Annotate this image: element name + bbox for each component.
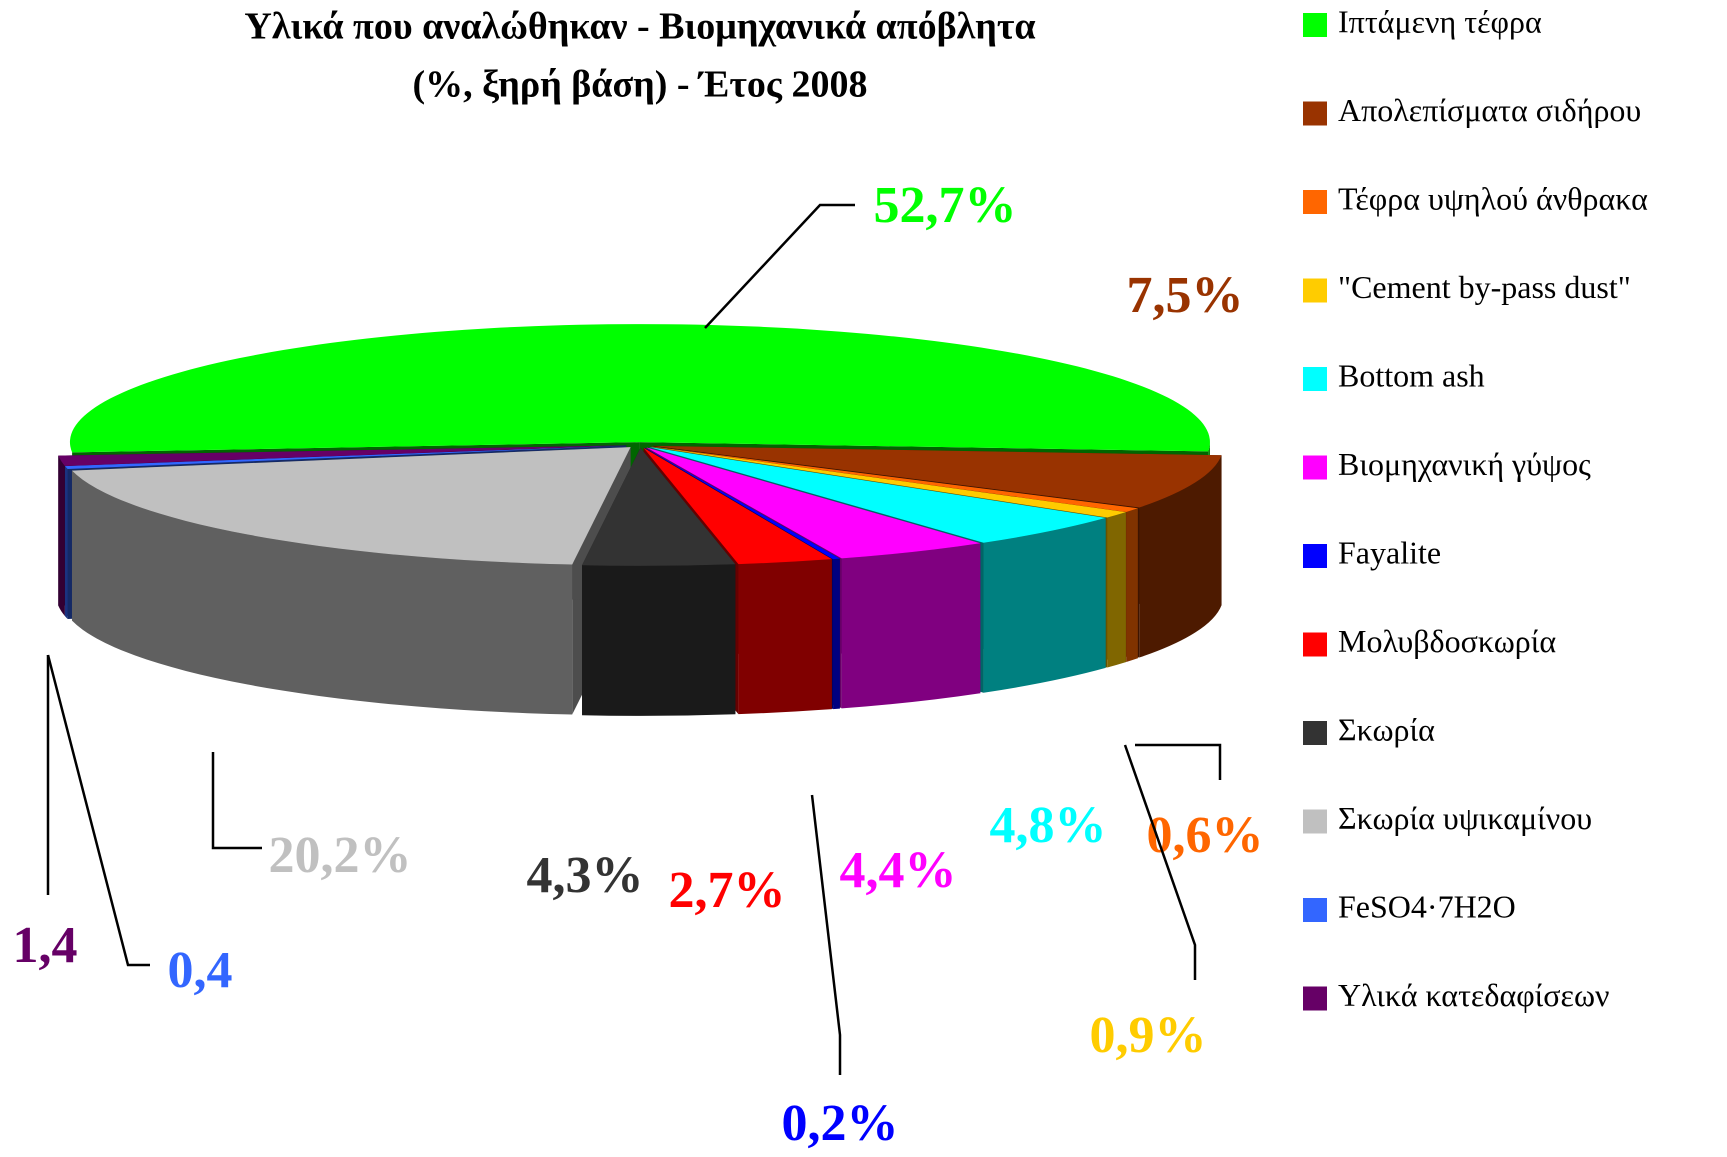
leader-line xyxy=(46,654,150,967)
legend-label: Ιπτάμενη τέφρα xyxy=(1338,3,1542,39)
legend-label: FeSO4·7H2O xyxy=(1338,888,1516,924)
legend-swatch xyxy=(1303,632,1327,657)
data-label: 52,7% xyxy=(874,177,1017,234)
slice-side xyxy=(738,559,832,715)
legend-label: Υλικά κατεδαφίσεων xyxy=(1338,977,1610,1013)
legend-swatch xyxy=(1303,101,1327,126)
data-labels: 52,7% 7,5% 0,6% 0,9% 4,8% 4,4% 0,2% 2,7% 4,3% 20,… xyxy=(13,177,1264,1152)
legend-swatch xyxy=(1303,455,1327,480)
slice-side xyxy=(71,470,573,715)
legend-label: Μολυβδοσκωρία xyxy=(1338,623,1556,659)
legend-label: Fayalite xyxy=(1338,534,1441,570)
slice-side xyxy=(64,466,68,620)
pie-tops xyxy=(58,324,1222,566)
data-label: 4,8% xyxy=(990,797,1107,854)
data-label: 1,4 xyxy=(13,917,78,974)
slice xyxy=(644,447,840,560)
chart-title: Υλικά που αναλώθηκαν - Βιομηχανικά απόβλ… xyxy=(244,6,1035,48)
chart-title: (%, ξηρή βάση) - Έτος 2008 xyxy=(413,64,868,106)
leader-line xyxy=(810,794,842,1075)
data-label: 0,2% xyxy=(782,1095,899,1152)
legend-swatch xyxy=(1303,898,1327,922)
legend-label: Απολεπίσματα σιδήρου xyxy=(1338,92,1641,128)
leader-line xyxy=(1135,743,1222,780)
legend-swatch xyxy=(1303,367,1327,391)
slice-side xyxy=(1107,512,1126,668)
slice-side xyxy=(841,543,981,709)
legend-label: Σκωρία xyxy=(1338,711,1435,747)
legend-label: Bottom ash xyxy=(1338,357,1485,393)
legend-swatch xyxy=(1303,544,1327,568)
slice-side xyxy=(833,558,840,710)
slice xyxy=(653,445,1222,508)
slice xyxy=(649,447,1106,543)
legend-label: Σκωρία υψικαμίνου xyxy=(1338,800,1592,836)
data-label: 20,2% xyxy=(269,827,412,884)
slice-side xyxy=(582,564,736,716)
legend-swatch xyxy=(1303,13,1327,37)
slice-side xyxy=(1126,508,1138,662)
leader-line xyxy=(704,203,855,329)
legend: Ιπτάμενη τέφρα Απολεπίσματα σιδήρου Τέφρα … xyxy=(1303,3,1648,1013)
slice xyxy=(646,447,981,559)
slice xyxy=(64,445,627,470)
slice-side xyxy=(983,517,1106,693)
slice xyxy=(651,446,1126,518)
slice-side xyxy=(1139,455,1222,658)
legend-swatch xyxy=(1303,986,1327,1011)
slice-side xyxy=(58,455,65,616)
slice xyxy=(71,447,631,565)
leader-line xyxy=(1123,744,1197,980)
slice xyxy=(651,446,1138,512)
legend-swatch xyxy=(1303,278,1327,303)
slice xyxy=(582,447,736,566)
data-label: 4,4% xyxy=(840,842,957,899)
legend-label: "Cement by-pass dust" xyxy=(1338,269,1631,305)
legend-label: Βιομηχανική γύψος xyxy=(1338,446,1591,482)
legend-swatch xyxy=(1303,190,1327,214)
legend-label: Τέφρα υψηλού άνθρακα xyxy=(1338,180,1648,216)
data-label: 4,3% xyxy=(527,847,644,904)
slice xyxy=(69,324,1210,453)
slice xyxy=(643,447,832,565)
slice xyxy=(58,445,627,466)
data-label: 7,5% xyxy=(1127,267,1244,324)
legend-swatch xyxy=(1303,721,1327,745)
data-label: 0,9% xyxy=(1090,1007,1207,1064)
data-label: 0,6% xyxy=(1147,807,1264,864)
legend-swatch xyxy=(1303,809,1327,834)
data-label: 2,7% xyxy=(669,862,786,919)
data-label: 0,4 xyxy=(168,942,233,999)
leader-line xyxy=(211,752,262,850)
